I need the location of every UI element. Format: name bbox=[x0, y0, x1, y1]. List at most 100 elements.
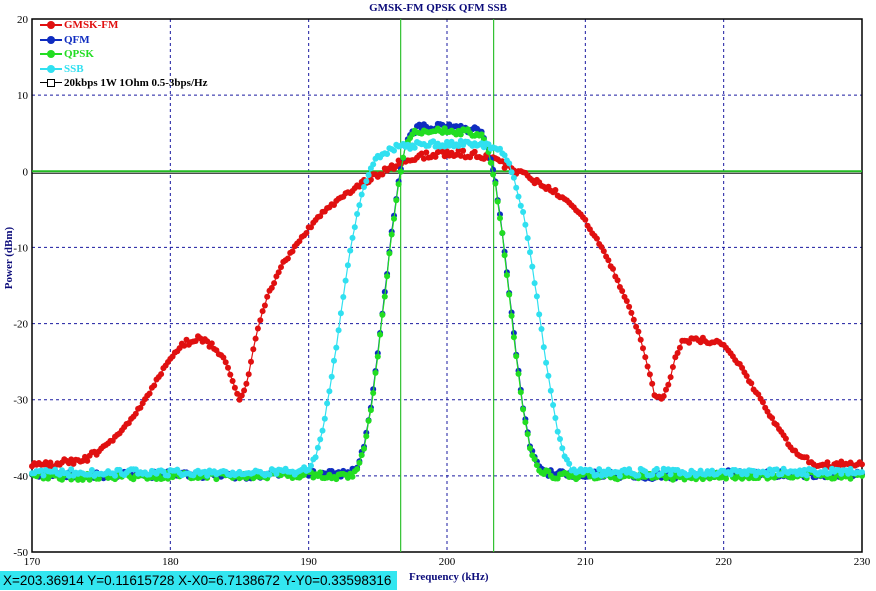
data-point-gmsk-fm bbox=[669, 364, 676, 370]
data-point-gmsk-fm bbox=[649, 380, 656, 387]
data-point-ssb bbox=[635, 472, 642, 479]
data-point-gmsk-fm bbox=[367, 176, 374, 183]
data-point-gmsk-fm bbox=[674, 350, 681, 356]
x-tick-label: 190 bbox=[300, 556, 317, 568]
data-point-ssb bbox=[667, 471, 674, 478]
data-point-ssb bbox=[533, 293, 540, 300]
data-point-ssb bbox=[333, 344, 340, 351]
data-point-gmsk-fm bbox=[241, 387, 248, 394]
data-point-qpsk bbox=[354, 466, 361, 473]
data-point-gmsk-fm bbox=[238, 392, 245, 399]
data-point-gmsk-fm bbox=[630, 316, 637, 323]
data-point-gmsk-fm bbox=[227, 371, 234, 378]
data-point-gmsk-fm bbox=[769, 415, 776, 421]
data-point-gmsk-fm bbox=[626, 303, 633, 310]
data-point-qpsk bbox=[397, 168, 404, 175]
data-point-ssb bbox=[593, 471, 600, 478]
data-point-ssb bbox=[314, 444, 321, 451]
chart-title: GMSK-FM QPSK QFM SSB bbox=[369, 2, 507, 14]
data-point-ssb bbox=[543, 359, 550, 366]
data-point-gmsk-fm bbox=[271, 280, 278, 287]
data-point-ssb bbox=[40, 472, 47, 479]
data-point-qpsk bbox=[515, 370, 522, 377]
data-point-gmsk-fm bbox=[181, 342, 188, 349]
data-point-gmsk-fm bbox=[254, 325, 261, 332]
data-point-ssb bbox=[859, 469, 865, 476]
data-point-ssb bbox=[540, 344, 547, 351]
data-point-ssb bbox=[517, 202, 524, 209]
data-point-qpsk bbox=[379, 311, 386, 318]
legend-item-params: 20kbps 1W 1Ohm 0.5-3bps/Hz bbox=[40, 76, 207, 91]
data-point-gmsk-fm bbox=[552, 187, 559, 193]
data-point-gmsk-fm bbox=[248, 358, 254, 365]
data-point-gmsk-fm bbox=[250, 346, 257, 353]
data-point-gmsk-fm bbox=[245, 371, 252, 378]
data-point-ssb bbox=[778, 471, 785, 478]
data-point-ssb bbox=[485, 141, 492, 148]
data-point-qpsk bbox=[524, 431, 531, 438]
data-point-gmsk-fm bbox=[264, 293, 271, 300]
x-tick-label: 220 bbox=[715, 556, 732, 568]
data-point-ssb bbox=[727, 471, 734, 478]
data-point-gmsk-fm bbox=[593, 235, 600, 242]
data-point-qpsk bbox=[508, 312, 515, 319]
data-point-gmsk-fm bbox=[393, 163, 400, 170]
data-point-gmsk-fm bbox=[628, 309, 635, 316]
data-point-qpsk bbox=[527, 445, 533, 452]
data-point-ssb bbox=[324, 400, 331, 407]
data-point-gmsk-fm bbox=[284, 255, 291, 262]
data-point-gmsk-fm bbox=[47, 459, 54, 466]
data-point-qpsk bbox=[439, 129, 446, 136]
data-point-ssb bbox=[522, 221, 529, 228]
data-point-qpsk bbox=[372, 369, 379, 376]
data-point-ssb bbox=[531, 280, 538, 287]
data-point-qpsk bbox=[718, 474, 725, 481]
data-point-ssb bbox=[508, 169, 515, 176]
data-point-qpsk bbox=[545, 468, 552, 475]
data-point-gmsk-fm bbox=[441, 153, 448, 160]
data-point-ssb bbox=[365, 172, 372, 178]
data-point-qpsk bbox=[501, 252, 508, 259]
data-point-gmsk-fm bbox=[289, 248, 296, 255]
data-point-ssb bbox=[550, 402, 557, 408]
data-point-ssb bbox=[165, 472, 171, 479]
data-point-gmsk-fm bbox=[743, 373, 750, 379]
data-point-ssb bbox=[773, 466, 780, 473]
data-point-ssb bbox=[658, 470, 665, 477]
data-point-gmsk-fm bbox=[646, 371, 653, 378]
data-point-gmsk-fm bbox=[204, 338, 211, 345]
x-tick-label: 170 bbox=[24, 556, 41, 568]
x-tick-label: 210 bbox=[577, 556, 594, 568]
data-point-ssb bbox=[515, 193, 522, 200]
data-point-gmsk-fm bbox=[158, 371, 165, 378]
data-point-ssb bbox=[513, 184, 520, 191]
data-point-qpsk bbox=[370, 390, 377, 396]
data-point-gmsk-fm bbox=[379, 171, 386, 178]
plot-frame bbox=[31, 18, 863, 553]
data-point-ssb bbox=[497, 145, 503, 152]
data-point-qpsk bbox=[492, 180, 499, 187]
legend-swatch-params bbox=[40, 78, 62, 88]
data-point-qpsk bbox=[365, 417, 372, 424]
data-point-gmsk-fm bbox=[146, 390, 153, 397]
data-point-ssb bbox=[547, 387, 554, 394]
data-point-ssb bbox=[384, 151, 391, 157]
data-point-ssb bbox=[88, 467, 95, 473]
legend-label-gmsk-fm: GMSK-FM bbox=[64, 19, 119, 32]
data-point-gmsk-fm bbox=[665, 381, 672, 388]
data-point-gmsk-fm bbox=[663, 386, 669, 393]
data-point-ssb bbox=[349, 234, 356, 241]
data-point-ssb bbox=[520, 209, 527, 215]
y-tick-label: 10 bbox=[17, 90, 29, 102]
legend-swatch-qfm bbox=[40, 35, 62, 45]
legend-swatch-ssb bbox=[40, 64, 62, 74]
data-point-ssb bbox=[354, 211, 361, 217]
data-point-qpsk bbox=[723, 475, 729, 482]
data-point-ssb bbox=[266, 471, 273, 478]
x-tick-label: 180 bbox=[162, 556, 179, 568]
data-point-gmsk-fm bbox=[640, 345, 646, 352]
data-point-ssb bbox=[545, 372, 552, 379]
data-point-ssb bbox=[653, 465, 660, 472]
data-point-ssb bbox=[803, 472, 810, 479]
